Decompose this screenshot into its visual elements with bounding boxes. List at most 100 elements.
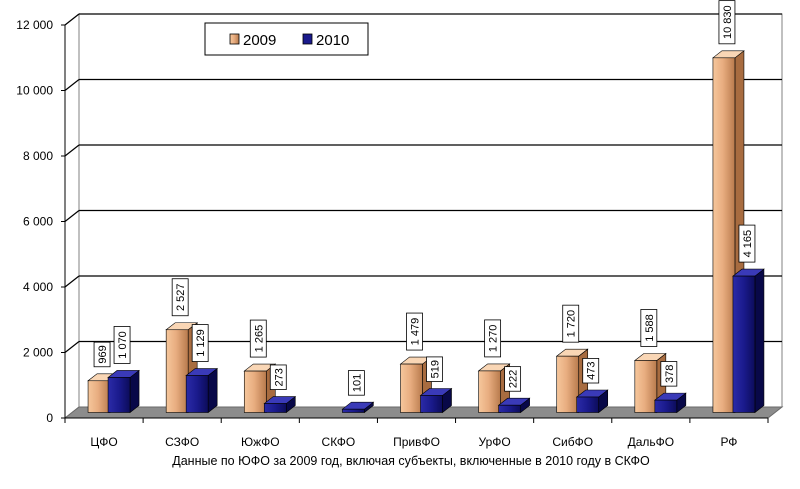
gridline	[64, 144, 80, 157]
y-axis: 0 2 000 4 000 6 000 8 000 10 000 12 000	[16, 18, 66, 425]
legend-label-2009: 2009	[243, 32, 276, 49]
data-label-text: 1 265	[253, 325, 265, 353]
data-label-text: 273	[273, 368, 285, 386]
y-tick-label: 6 000	[23, 215, 53, 229]
data-label-text: 378	[664, 365, 676, 383]
y-tick-label: 4 000	[23, 280, 53, 294]
bar-2010	[263, 395, 297, 414]
data-label-box	[582, 358, 600, 384]
data-label-2010: 473	[582, 358, 600, 384]
data-label-box	[249, 319, 267, 358]
bar-front	[654, 399, 678, 413]
data-label-text: 4 165	[742, 230, 754, 258]
bar-front	[420, 395, 443, 413]
bar-2010	[341, 401, 375, 414]
bar-front	[576, 396, 600, 413]
data-label-text: 1 720	[566, 310, 578, 338]
y-tick-label: 10 000	[16, 84, 53, 98]
data-label-2009: 1 720	[562, 304, 580, 343]
gridline	[64, 79, 80, 91]
data-label-box	[484, 319, 502, 358]
bar-front	[263, 403, 287, 413]
bar-2010	[107, 369, 140, 414]
bar-front	[556, 355, 580, 413]
data-label-2010: 101	[347, 370, 365, 396]
y-tick-label: 2 000	[23, 346, 53, 360]
gridline	[64, 275, 80, 288]
data-label-2009: 1 265	[249, 319, 267, 358]
data-label-box	[426, 356, 443, 382]
x-tick-label: СибФО	[552, 435, 593, 449]
data-label-2009: 10 830	[718, 0, 736, 45]
bar-front	[342, 408, 365, 413]
data-label-box	[718, 0, 736, 45]
bar-front	[498, 404, 521, 413]
data-label-2009: 969	[93, 341, 111, 368]
data-label-2010: 1 129	[191, 324, 209, 362]
bar-front	[478, 370, 501, 413]
gridline	[64, 13, 80, 26]
data-label-text: 1 479	[410, 318, 422, 346]
legend-swatch-2009	[229, 33, 240, 45]
legend-swatch-2010	[302, 33, 313, 45]
y-tick-label: 0	[46, 411, 53, 425]
data-label-text: 473	[586, 362, 598, 380]
data-label-box	[191, 324, 209, 362]
data-label-box	[562, 304, 580, 343]
data-label-box	[738, 224, 756, 263]
data-label-text: 1 588	[644, 314, 656, 342]
x-axis: ЦФО СЗФО ЮжФО СКФО ПривФО УрФО СибФО ДальФО РФ	[64, 417, 769, 449]
bar-2010	[419, 387, 453, 414]
bar-front	[165, 329, 189, 413]
data-label-2009: 1 479	[406, 312, 423, 351]
gridlines	[64, 13, 782, 353]
bar-front	[634, 360, 658, 413]
bar-front	[400, 363, 423, 413]
data-label-box	[171, 278, 189, 317]
data-label-2010: 378	[660, 361, 678, 387]
data-label-2009: 1 270	[484, 319, 502, 358]
data-label-box	[269, 364, 287, 390]
bar-2010	[497, 397, 531, 414]
bar-front	[87, 380, 111, 413]
x-tick-label: ПривФО	[393, 435, 440, 449]
bar-front	[732, 275, 756, 413]
bar-front	[712, 57, 736, 413]
data-label-2010: 4 165	[738, 224, 756, 263]
data-label-2010: 519	[426, 356, 443, 382]
data-label-2010: 273	[269, 364, 287, 390]
data-label-2010: 222	[504, 366, 522, 392]
data-label-text: 969	[97, 345, 109, 363]
data-label-text: 10 830	[722, 5, 734, 39]
x-tick-label: ДальФО	[628, 435, 675, 449]
data-label-2009: 2 527	[171, 278, 189, 317]
data-label-text: 1 270	[488, 325, 500, 353]
data-label-box	[504, 366, 522, 392]
data-label-box	[640, 309, 658, 347]
data-label-text: 1 070	[117, 331, 129, 359]
bar-2010	[575, 389, 609, 414]
data-label-text: 222	[508, 370, 520, 388]
bar-side	[207, 367, 218, 414]
bar-front	[185, 375, 209, 413]
data-label-text: 519	[430, 360, 442, 378]
gridline	[64, 341, 80, 353]
gridline	[64, 210, 80, 222]
data-label-box	[660, 361, 678, 387]
data-label-text: 2 527	[175, 283, 187, 311]
legend: 2009 2010	[204, 22, 369, 56]
x-tick-label: УрФО	[479, 435, 511, 449]
bar-side	[754, 268, 765, 414]
data-labels: 969 1 070 2 527 1 129 1 265 273 101 1 479 519 1 2…	[93, 0, 756, 396]
data-label-box	[113, 326, 131, 364]
chart-footnote: Данные по ЮФО за 2009 год, включая субъе…	[172, 454, 650, 468]
data-label-box	[406, 312, 423, 351]
bar-front	[243, 370, 267, 413]
bar-2010	[732, 268, 765, 414]
data-label-box	[347, 370, 365, 396]
bar-2010	[185, 367, 219, 414]
legend-label-2010: 2010	[316, 32, 349, 49]
x-tick-label: ЮжФО	[241, 435, 280, 449]
data-label-box	[93, 341, 111, 368]
data-label-text: 1 129	[195, 329, 207, 357]
